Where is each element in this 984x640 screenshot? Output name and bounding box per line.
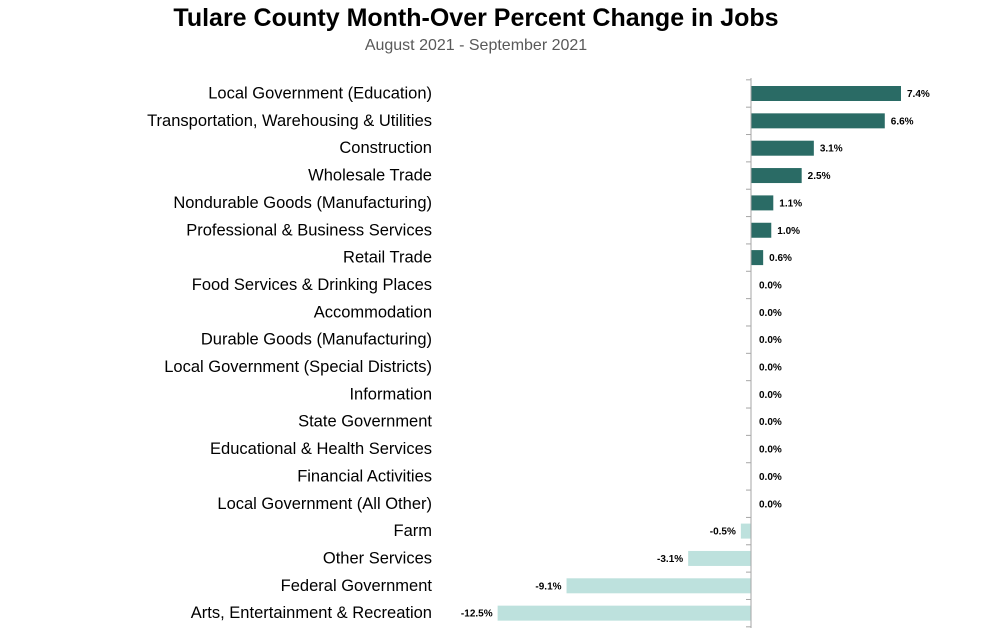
- data-label: 0.0%: [759, 280, 782, 291]
- data-label: 0.0%: [759, 308, 782, 319]
- category-label: Transportation, Warehousing & Utilities: [147, 112, 432, 130]
- category-label: Federal Government: [281, 577, 433, 595]
- data-label: 0.0%: [759, 390, 782, 401]
- category-label: Other Services: [323, 549, 432, 567]
- category-label: Local Government (Special Districts): [164, 358, 432, 376]
- data-label: -12.5%: [461, 609, 493, 620]
- data-label: 3.1%: [820, 144, 843, 155]
- category-label: Retail Trade: [343, 249, 432, 267]
- data-label: 0.0%: [759, 335, 782, 346]
- data-label: 0.6%: [769, 253, 792, 264]
- bar: [688, 550, 751, 566]
- category-label: Information: [349, 385, 432, 403]
- category-label: Professional & Business Services: [186, 221, 432, 239]
- data-label: 6.6%: [891, 116, 914, 127]
- category-label: Durable Goods (Manufacturing): [201, 331, 432, 349]
- bar: [751, 168, 802, 184]
- data-label: 1.0%: [777, 226, 800, 237]
- bar: [751, 140, 814, 156]
- category-label: Financial Activities: [297, 467, 432, 485]
- bar: [751, 195, 774, 211]
- category-label: Food Services & Drinking Places: [192, 276, 432, 294]
- category-label: Nondurable Goods (Manufacturing): [173, 194, 432, 212]
- bar: [566, 578, 751, 594]
- chart-subtitle: August 2021 - September 2021: [364, 37, 588, 54]
- category-label: Educational & Health Services: [210, 440, 432, 458]
- data-label: 0.0%: [759, 363, 782, 374]
- data-label: 0.0%: [759, 445, 782, 456]
- data-label: 2.5%: [808, 171, 831, 182]
- data-label: -0.5%: [710, 527, 736, 538]
- category-label: Local Government (Education): [208, 85, 432, 103]
- bar: [497, 605, 751, 621]
- data-label: 0.0%: [759, 417, 782, 428]
- data-label: -9.1%: [535, 581, 561, 592]
- bar: [751, 113, 885, 129]
- bar: [740, 523, 751, 539]
- bar: [751, 222, 772, 238]
- category-label: Arts, Entertainment & Recreation: [191, 604, 432, 622]
- data-label: 0.0%: [759, 499, 782, 510]
- data-label: 1.1%: [779, 198, 802, 209]
- bar: [751, 86, 901, 101]
- category-label: Local Government (All Other): [217, 495, 432, 513]
- chart-title: Tulare County Month-Over Percent Change …: [173, 4, 779, 32]
- category-label: State Government: [298, 413, 432, 431]
- data-label: 0.0%: [759, 472, 782, 483]
- category-label: Construction: [339, 139, 432, 157]
- category-label: Farm: [394, 522, 433, 540]
- category-label: Wholesale Trade: [308, 167, 432, 185]
- category-label: Accommodation: [314, 303, 432, 321]
- bar: [751, 250, 764, 266]
- data-label: -3.1%: [657, 554, 683, 565]
- data-label: 7.4%: [907, 89, 930, 100]
